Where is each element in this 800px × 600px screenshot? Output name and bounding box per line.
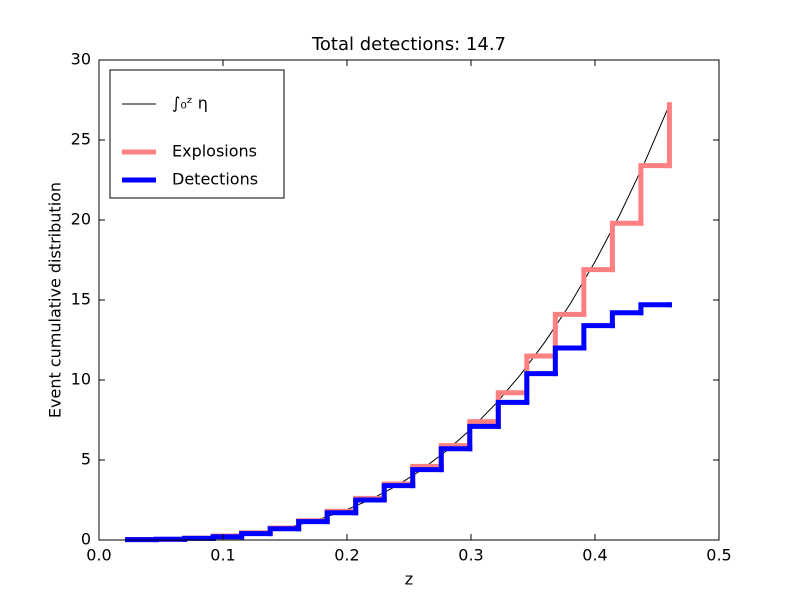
step-segment [609,310,644,329]
step-segment [381,483,416,503]
step-segment [324,510,359,525]
step-segment [609,220,644,273]
step-segment [267,526,302,537]
legend-box [109,69,285,199]
y-tick-label: 30 [71,50,91,69]
x-tick-label: 0.1 [210,546,235,565]
step-segment [524,371,558,405]
step-segment [438,446,473,473]
legend: ∫₀ᶻ η Explosions Detections [109,69,285,199]
x-tick-label: 0.0 [86,546,111,565]
y-tick-label: 10 [71,370,91,389]
x-tick-label: 0.4 [582,546,607,565]
step-segment [552,345,587,377]
legend-label: Explosions [172,142,257,161]
step-segment [638,302,672,316]
x-tick-label: 0.2 [334,546,359,565]
x-axis-label: z [405,570,413,589]
step-segment [353,497,387,516]
step-segment [467,423,501,452]
legend-label: ∫₀ᶻ η [172,94,208,113]
step-segment [182,535,216,542]
step-segment [581,323,615,351]
step-segment [239,531,273,540]
step-segment [410,467,444,489]
step-segment [495,399,530,429]
step-segment [638,163,672,226]
y-axis-label: Event cumulative distribution [46,182,65,418]
step-segment [581,267,615,317]
y-tick-label: 15 [71,290,91,309]
legend-label: Detections [172,170,258,189]
x-tick-label: 0.3 [458,546,483,565]
y-tick-label: 0 [81,530,91,549]
step-segment [552,311,587,359]
x-tick-label: 0.5 [706,546,731,565]
step-segment [296,519,330,532]
chart-title: Total detections: 14.7 [311,34,506,55]
step-segment [210,534,245,541]
y-tick-label: 20 [71,210,91,229]
y-tick-label: 5 [81,450,91,469]
y-tick-label: 25 [71,130,91,149]
